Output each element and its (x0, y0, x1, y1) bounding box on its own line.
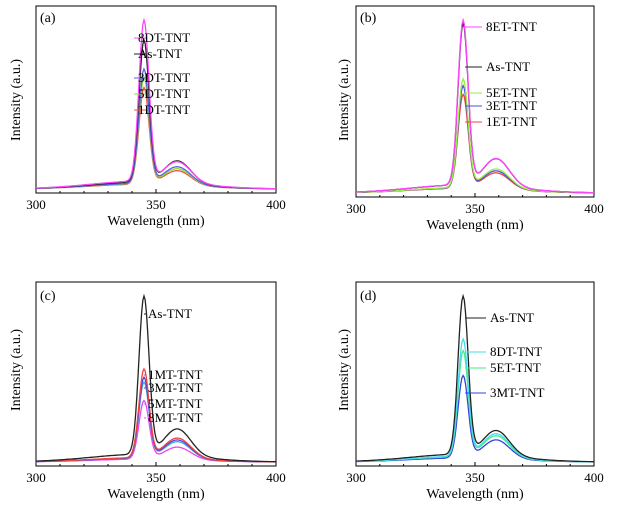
panel-label: (a) (40, 11, 56, 26)
x-tick-label: 400 (584, 470, 604, 485)
series-label-8dt-tnt: 8DT-TNT (138, 30, 190, 45)
x-axis-label: Wavelength (nm) (107, 487, 205, 502)
series-line-8dt-tnt (356, 337, 594, 463)
series-label-5mt-tnt: 5MT-TNT (148, 396, 202, 411)
series-line-as-tnt (35, 293, 276, 463)
panel-b: 300 350 400 Wavelength (nm) Intensity (a.u.)… (337, 5, 604, 233)
series-label-1mt-tnt: 1MT-TNT (148, 367, 202, 382)
panel-label: (c) (40, 289, 56, 304)
series-label-8et-tnt: 8ET-TNT (486, 19, 537, 34)
panel-d: 300 350 400 Wavelength (nm) Intensity (a.u.)… (337, 281, 604, 502)
y-axis-label: Intensity (a.u.) (337, 329, 352, 411)
y-axis-label: Intensity (a.u.) (9, 329, 24, 411)
x-tick-label: 400 (584, 201, 604, 216)
x-tick-label: 400 (266, 470, 286, 485)
panel-label: (b) (360, 11, 377, 26)
series-label-1dt-tnt: 1DT-TNT (138, 102, 190, 117)
series-line-8et-tnt (356, 17, 595, 194)
panel-c: 300 350 400 Wavelength (nm) Intensity (a.u.)… (9, 281, 286, 502)
x-axis-label: Wavelength (nm) (107, 214, 205, 229)
series-label-as-tnt: As-TNT (138, 46, 182, 61)
series-line-1mt-tnt (36, 367, 276, 463)
series-label-8mt-tnt: 8MT-TNT (148, 410, 202, 425)
x-tick-label: 400 (266, 197, 286, 212)
panel-a: 300 350 400 Wavelength (nm) Intensity (a.u.)… (9, 5, 286, 229)
series-line-8dt-tnt (36, 17, 276, 190)
series-label-3mt-tnt: 3MT-TNT (490, 385, 544, 400)
series-line-5et-tnt (356, 348, 594, 463)
series-line-3mt-tnt (355, 374, 594, 463)
x-tick-label: 300 (346, 201, 366, 216)
y-axis-label: Intensity (a.u.) (337, 59, 352, 141)
series-label-3mt-tnt: 3MT-TNT (148, 380, 202, 395)
x-tick-label: 350 (465, 470, 485, 485)
x-axis-label: Wavelength (nm) (426, 218, 524, 233)
series-label-5et-tnt: 5ET-TNT (486, 85, 537, 100)
x-tick-label: 300 (346, 470, 366, 485)
x-tick-label: 350 (146, 470, 166, 485)
x-tick-label: 300 (26, 197, 46, 212)
series-label-1et-tnt: 1ET-TNT (486, 114, 537, 129)
series-label-8dt-tnt: 8DT-TNT (490, 344, 542, 359)
y-axis-label: Intensity (a.u.) (9, 59, 24, 141)
x-tick-label: 300 (26, 470, 46, 485)
series-label-5dt-tnt: 5DT-TNT (138, 86, 190, 101)
series-line-as-tnt (355, 293, 594, 463)
series-label-3et-tnt: 3ET-TNT (486, 98, 537, 113)
series-label-as-tnt: As-TNT (486, 59, 530, 74)
panel-label: (d) (360, 289, 377, 304)
series-label-as-tnt: As-TNT (148, 306, 192, 321)
series-line-5et-tnt (355, 77, 594, 194)
series-label-as-tnt: As-TNT (490, 310, 534, 325)
x-axis-label: Wavelength (nm) (426, 487, 524, 502)
series-label-5et-tnt: 5ET-TNT (490, 360, 541, 375)
x-tick-label: 350 (465, 201, 485, 216)
series-label-3dt-tnt: 3DT-TNT (138, 70, 190, 85)
x-tick-label: 350 (146, 197, 166, 212)
